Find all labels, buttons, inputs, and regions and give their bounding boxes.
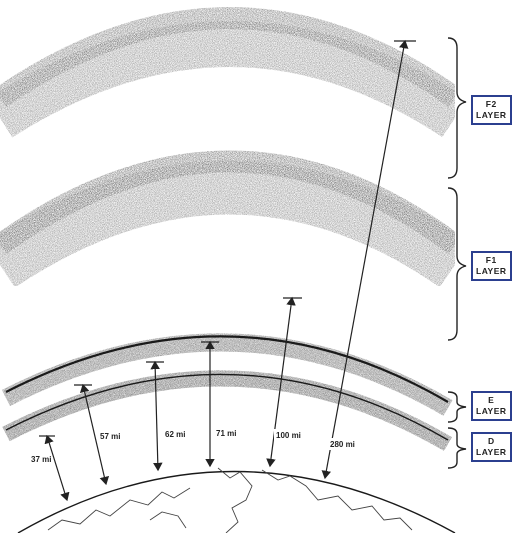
f1-label-line1: F1 (485, 255, 497, 265)
altitude-label: 71 mi (216, 429, 236, 438)
f2-bracket (447, 37, 467, 179)
height-indicators (39, 39, 416, 502)
altitude-label: 57 mi (100, 432, 120, 441)
f2-label-line2: LAYER (476, 110, 507, 120)
altitude-label: 100 mi (276, 431, 301, 440)
f2-layer-band (0, 7, 455, 138)
d-bracket (447, 427, 467, 469)
layer-brackets (447, 37, 467, 469)
e-layer-label: E LAYER (471, 391, 512, 421)
f1-layer-label: F1 LAYER (471, 251, 512, 281)
height-arrow-280 (321, 39, 409, 480)
height-arrow-100 (266, 296, 296, 468)
e-label-line2: LAYER (476, 406, 507, 416)
e-label-line1: E (488, 395, 495, 405)
d-layer-label: D LAYER (471, 432, 512, 462)
altitude-label: 62 mi (165, 430, 185, 439)
height-arrow-57 (79, 383, 110, 486)
altitude-labels: 37 mi 57 mi 62 mi 71 mi 100 mi 280 mi (29, 427, 356, 465)
altitude-label: 37 mi (31, 455, 51, 464)
d-label-line2: LAYER (476, 447, 507, 457)
height-arrow-37 (44, 434, 70, 502)
f1-layer-band (0, 150, 455, 288)
f2-label-line1: F2 (485, 99, 497, 109)
altitude-label: 280 mi (330, 440, 355, 449)
e-bracket (447, 391, 467, 423)
f2-layer-label: F2 LAYER (471, 95, 512, 125)
height-arrow-62 (150, 360, 163, 472)
d-label-line1: D (487, 436, 495, 446)
f1-bracket (447, 187, 467, 341)
f1-label-line2: LAYER (476, 266, 507, 276)
earth-surface (17, 467, 456, 533)
